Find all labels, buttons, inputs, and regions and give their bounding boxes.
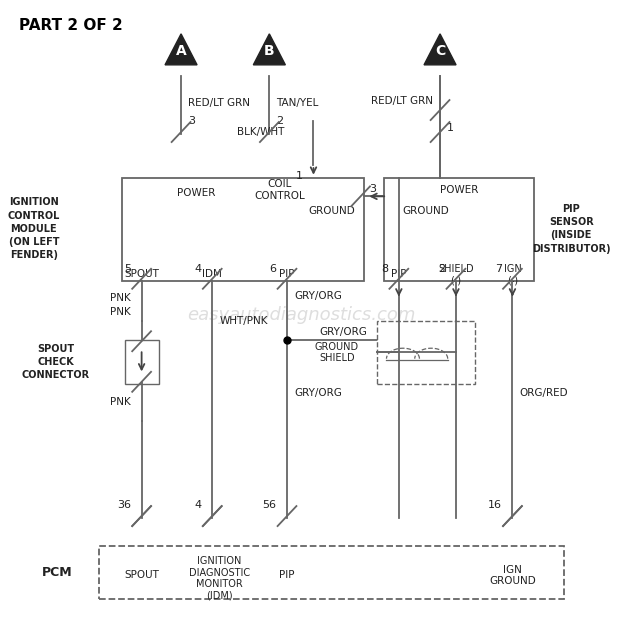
Text: GRY/ORG: GRY/ORG <box>319 327 367 337</box>
Text: PIP
SENSOR
(INSIDE
DISTRIBUTOR): PIP SENSOR (INSIDE DISTRIBUTOR) <box>532 204 611 254</box>
Text: GROUND: GROUND <box>402 206 449 215</box>
Text: 8: 8 <box>381 265 388 275</box>
Polygon shape <box>424 34 456 65</box>
Text: PNK: PNK <box>110 292 131 302</box>
Text: COIL
CONTROL: COIL CONTROL <box>254 180 305 201</box>
Text: 6: 6 <box>269 265 276 275</box>
Bar <box>125 340 159 384</box>
Text: easyautodiagnostics.com: easyautodiagnostics.com <box>187 306 416 324</box>
Text: SPOUT: SPOUT <box>124 270 159 280</box>
Text: IDM: IDM <box>202 270 222 280</box>
Text: PCM: PCM <box>42 566 73 580</box>
Text: B: B <box>264 44 274 58</box>
Text: 4: 4 <box>195 265 201 275</box>
Text: 4: 4 <box>195 500 201 510</box>
Bar <box>377 321 475 384</box>
Polygon shape <box>253 34 286 65</box>
Text: 1: 1 <box>296 171 303 181</box>
Text: 2: 2 <box>276 117 284 127</box>
Text: 7: 7 <box>495 265 502 275</box>
Text: IGN
GROUND: IGN GROUND <box>489 564 536 586</box>
Text: RED/LT GRN: RED/LT GRN <box>188 98 250 108</box>
Text: PART 2 OF 2: PART 2 OF 2 <box>19 18 123 33</box>
Text: 5: 5 <box>124 265 131 275</box>
Bar <box>122 178 363 280</box>
Bar <box>99 546 564 599</box>
Text: TAN/YEL: TAN/YEL <box>276 98 319 108</box>
Text: SHIELD
(-): SHIELD (-) <box>438 263 474 285</box>
Text: 1: 1 <box>447 123 454 133</box>
Text: GROUND: GROUND <box>309 206 355 215</box>
Text: GRY/ORG: GRY/ORG <box>294 291 342 301</box>
Text: IGNITION
DIAGNOSTIC
MONITOR
(IDM): IGNITION DIAGNOSTIC MONITOR (IDM) <box>188 556 250 601</box>
Text: PIP: PIP <box>279 270 295 280</box>
Text: 36: 36 <box>117 500 131 510</box>
Polygon shape <box>165 34 197 65</box>
Text: GRY/ORG: GRY/ORG <box>294 388 342 398</box>
Text: PIP: PIP <box>391 270 407 280</box>
Bar <box>384 178 534 280</box>
Text: 3: 3 <box>370 184 376 194</box>
Text: C: C <box>435 44 445 58</box>
Text: WHT/PNK: WHT/PNK <box>219 316 268 326</box>
Text: GROUND
SHIELD: GROUND SHIELD <box>315 341 359 364</box>
Text: SPOUT
CHECK
CONNECTOR: SPOUT CHECK CONNECTOR <box>22 343 90 380</box>
Text: 3: 3 <box>188 117 195 127</box>
Text: BLK/WHT: BLK/WHT <box>237 127 284 137</box>
Text: 16: 16 <box>488 500 502 510</box>
Text: RED/LT GRN: RED/LT GRN <box>371 96 433 106</box>
Text: 2: 2 <box>438 265 446 275</box>
Text: PNK: PNK <box>110 398 131 408</box>
Text: PNK: PNK <box>110 307 131 317</box>
Text: IGNITION
CONTROL
MODULE
(ON LEFT
FENDER): IGNITION CONTROL MODULE (ON LEFT FENDER) <box>7 197 60 260</box>
Text: SPOUT: SPOUT <box>124 570 159 580</box>
Text: ORG/RED: ORG/RED <box>520 388 568 398</box>
Text: 56: 56 <box>263 500 276 510</box>
Text: IGN
(-): IGN (-) <box>504 263 522 285</box>
Text: POWER: POWER <box>440 185 479 195</box>
Text: POWER: POWER <box>177 188 215 198</box>
Text: A: A <box>176 44 187 58</box>
Text: PIP: PIP <box>279 570 295 580</box>
